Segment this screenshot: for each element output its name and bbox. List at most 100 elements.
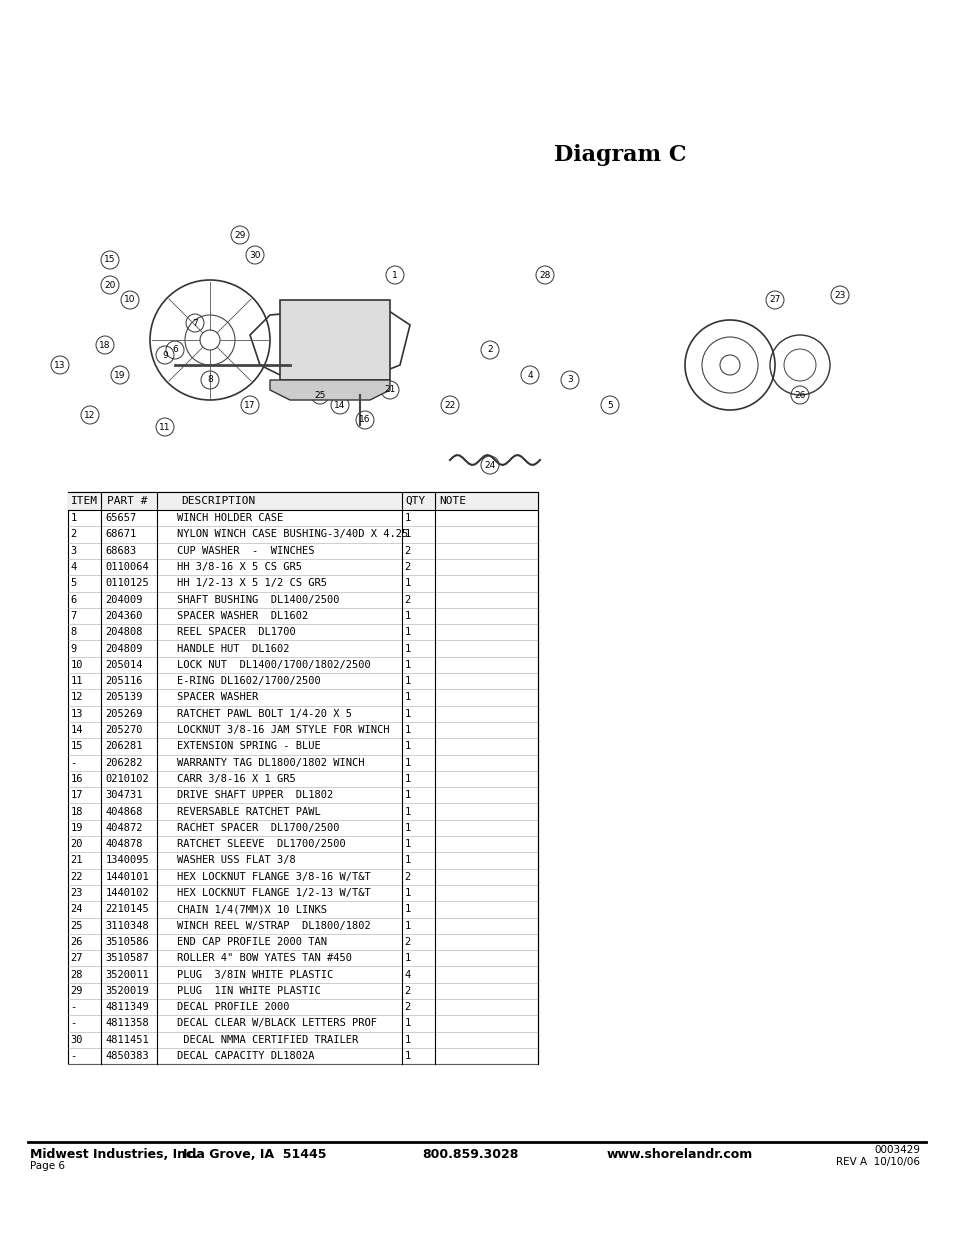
Text: 1: 1 bbox=[404, 643, 410, 653]
Text: 1: 1 bbox=[404, 530, 410, 540]
Text: 3510586: 3510586 bbox=[105, 937, 149, 947]
Text: 19: 19 bbox=[71, 823, 83, 832]
Text: 1: 1 bbox=[404, 676, 410, 687]
Text: E-RING DL1602/1700/2500: E-RING DL1602/1700/2500 bbox=[176, 676, 320, 687]
Text: WASHER USS FLAT 3/8: WASHER USS FLAT 3/8 bbox=[176, 856, 295, 866]
Text: 1: 1 bbox=[404, 757, 410, 768]
Text: 0110125: 0110125 bbox=[105, 578, 149, 588]
Text: 17: 17 bbox=[71, 790, 83, 800]
Text: 204009: 204009 bbox=[105, 594, 143, 605]
Text: 7: 7 bbox=[192, 319, 197, 327]
Text: WINCH REEL W/STRAP  DL1800/1802: WINCH REEL W/STRAP DL1800/1802 bbox=[176, 920, 370, 931]
Text: 25: 25 bbox=[314, 390, 325, 399]
Text: 13: 13 bbox=[71, 709, 83, 719]
Text: 1: 1 bbox=[404, 693, 410, 703]
Text: 4: 4 bbox=[527, 370, 533, 379]
Text: 3110348: 3110348 bbox=[105, 920, 149, 931]
Text: 1: 1 bbox=[404, 659, 410, 669]
Bar bbox=[68, 492, 537, 1065]
Text: 205014: 205014 bbox=[105, 659, 143, 669]
Text: DESCRIPTION: DESCRIPTION bbox=[182, 496, 255, 506]
Text: -: - bbox=[71, 1051, 77, 1061]
Text: -: - bbox=[71, 757, 77, 768]
Text: 2: 2 bbox=[404, 937, 410, 947]
Text: 2: 2 bbox=[487, 346, 493, 354]
Text: 20: 20 bbox=[71, 839, 83, 850]
Text: 5: 5 bbox=[71, 578, 77, 588]
Text: 204809: 204809 bbox=[105, 643, 143, 653]
Text: 4850383: 4850383 bbox=[105, 1051, 149, 1061]
Text: 11: 11 bbox=[159, 422, 171, 431]
Text: 9: 9 bbox=[162, 351, 168, 359]
Text: 2: 2 bbox=[404, 546, 410, 556]
Text: DECAL PROFILE 2000: DECAL PROFILE 2000 bbox=[176, 1002, 289, 1013]
Text: EXTENSION SPRING - BLUE: EXTENSION SPRING - BLUE bbox=[176, 741, 320, 751]
Text: 11: 11 bbox=[71, 676, 83, 687]
Text: 1: 1 bbox=[404, 823, 410, 832]
Text: REEL SPACER  DL1700: REEL SPACER DL1700 bbox=[176, 627, 295, 637]
Text: www.shorelandr.com: www.shorelandr.com bbox=[606, 1147, 752, 1161]
Text: 1: 1 bbox=[404, 806, 410, 816]
Text: 14: 14 bbox=[71, 725, 83, 735]
Text: 205270: 205270 bbox=[105, 725, 143, 735]
Text: 1: 1 bbox=[71, 514, 77, 524]
Text: 1440101: 1440101 bbox=[105, 872, 149, 882]
Text: Ida Grove, IA  51445: Ida Grove, IA 51445 bbox=[183, 1147, 327, 1161]
FancyBboxPatch shape bbox=[280, 300, 390, 380]
Text: 5: 5 bbox=[606, 400, 612, 410]
Text: 2: 2 bbox=[71, 530, 77, 540]
Text: 9: 9 bbox=[71, 643, 77, 653]
Text: 20: 20 bbox=[104, 280, 115, 289]
Text: 205139: 205139 bbox=[105, 693, 143, 703]
Text: 24: 24 bbox=[71, 904, 83, 914]
Text: 0003429: 0003429 bbox=[873, 1145, 919, 1155]
Text: RATCHET PAWL BOLT 1/4-20 X 5: RATCHET PAWL BOLT 1/4-20 X 5 bbox=[176, 709, 352, 719]
Text: -: - bbox=[71, 1002, 77, 1013]
Text: PLUG  3/8IN WHITE PLASTIC: PLUG 3/8IN WHITE PLASTIC bbox=[176, 969, 333, 979]
Text: 0110064: 0110064 bbox=[105, 562, 149, 572]
Text: 24: 24 bbox=[484, 461, 496, 469]
Text: 800.859.3028: 800.859.3028 bbox=[421, 1147, 517, 1161]
Text: DECAL CLEAR W/BLACK LETTERS PROF: DECAL CLEAR W/BLACK LETTERS PROF bbox=[176, 1019, 376, 1029]
Text: SPACER WASHER: SPACER WASHER bbox=[176, 693, 258, 703]
Text: 1: 1 bbox=[404, 790, 410, 800]
Text: 7: 7 bbox=[71, 611, 77, 621]
Text: 27: 27 bbox=[768, 295, 780, 305]
Text: 4811358: 4811358 bbox=[105, 1019, 149, 1029]
Text: 16: 16 bbox=[71, 774, 83, 784]
Text: 68671: 68671 bbox=[105, 530, 136, 540]
Text: 404878: 404878 bbox=[105, 839, 143, 850]
Text: Page 6: Page 6 bbox=[30, 1161, 65, 1171]
Text: 68683: 68683 bbox=[105, 546, 136, 556]
Bar bbox=[20, 30, 919, 490]
Text: ROLLER 4" BOW YATES TAN #450: ROLLER 4" BOW YATES TAN #450 bbox=[176, 953, 352, 963]
Text: 204360: 204360 bbox=[105, 611, 143, 621]
Text: 1: 1 bbox=[404, 904, 410, 914]
Text: 17: 17 bbox=[244, 400, 255, 410]
Text: 1: 1 bbox=[404, 953, 410, 963]
Text: HH 1/2-13 X 5 1/2 CS GR5: HH 1/2-13 X 5 1/2 CS GR5 bbox=[176, 578, 327, 588]
Text: 1: 1 bbox=[404, 856, 410, 866]
Text: REVERSABLE RATCHET PAWL: REVERSABLE RATCHET PAWL bbox=[176, 806, 320, 816]
Text: PART #: PART # bbox=[107, 496, 147, 506]
Text: DRIVE SHAFT UPPER  DL1802: DRIVE SHAFT UPPER DL1802 bbox=[176, 790, 333, 800]
Text: CHAIN 1/4(7MM)X 10 LINKS: CHAIN 1/4(7MM)X 10 LINKS bbox=[176, 904, 327, 914]
Text: 206281: 206281 bbox=[105, 741, 143, 751]
Text: 12: 12 bbox=[84, 410, 95, 420]
Text: 15: 15 bbox=[71, 741, 83, 751]
Text: 21: 21 bbox=[384, 385, 395, 394]
Text: 4: 4 bbox=[404, 969, 410, 979]
Text: 26: 26 bbox=[794, 390, 805, 399]
Text: 3: 3 bbox=[71, 546, 77, 556]
Text: 22: 22 bbox=[444, 400, 456, 410]
Text: 14: 14 bbox=[334, 400, 345, 410]
Text: -: - bbox=[71, 1019, 77, 1029]
Text: 304731: 304731 bbox=[105, 790, 143, 800]
Text: 404872: 404872 bbox=[105, 823, 143, 832]
Text: 21: 21 bbox=[71, 856, 83, 866]
Text: 1: 1 bbox=[404, 725, 410, 735]
Text: ITEM: ITEM bbox=[71, 496, 98, 506]
Text: 1: 1 bbox=[404, 888, 410, 898]
Text: 1: 1 bbox=[404, 709, 410, 719]
Text: SPACER WASHER  DL1602: SPACER WASHER DL1602 bbox=[176, 611, 308, 621]
